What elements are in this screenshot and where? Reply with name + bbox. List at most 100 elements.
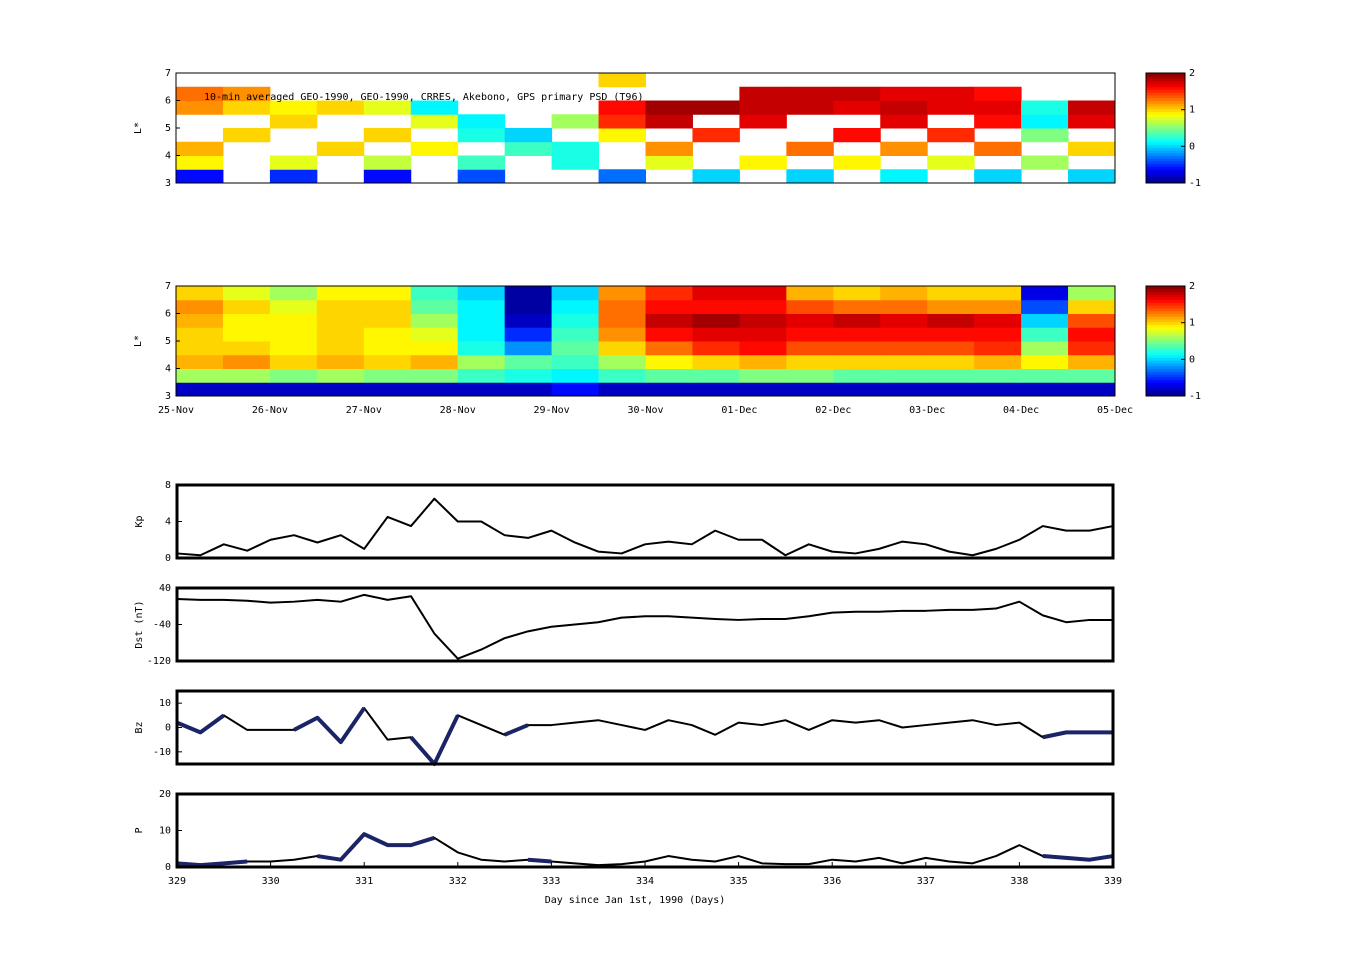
cell <box>974 141 1022 156</box>
cell <box>457 327 506 342</box>
cell <box>974 286 1022 301</box>
cell <box>316 354 365 369</box>
y-tick-label: 6 <box>165 309 171 320</box>
y-tick-label: 10 <box>159 826 171 837</box>
x-tick-label: 27-Nov <box>346 405 382 416</box>
cell <box>176 382 224 397</box>
x-tick-label: 28-Nov <box>440 405 476 416</box>
series-line <box>1042 730 1113 740</box>
cell <box>1021 100 1069 115</box>
x-tick-label: 337 <box>917 876 935 887</box>
cell <box>880 313 928 328</box>
cell <box>692 299 740 314</box>
x-tick-label: 335 <box>730 876 748 887</box>
cell <box>833 86 881 101</box>
cell <box>269 313 318 328</box>
cell <box>222 341 271 356</box>
cell <box>880 368 928 383</box>
colorbar-step <box>1146 163 1185 167</box>
colorbar-step <box>1146 371 1185 375</box>
cell <box>692 128 740 143</box>
cell <box>176 286 224 301</box>
cell <box>974 313 1022 328</box>
cell <box>410 368 459 383</box>
cell <box>927 286 975 301</box>
cell <box>645 155 693 170</box>
cell <box>457 313 506 328</box>
y-tick-label: 40 <box>159 583 171 594</box>
cell <box>833 368 881 383</box>
colorbar-step <box>1146 341 1185 345</box>
y-tick-label: 7 <box>165 68 171 79</box>
cell <box>457 354 506 369</box>
series-line <box>293 706 366 745</box>
cell <box>504 327 553 342</box>
cell <box>739 341 787 356</box>
y-tick-label: 3 <box>165 391 171 402</box>
cell <box>1068 286 1116 301</box>
cell <box>1068 368 1116 383</box>
colorbar-step <box>1146 97 1185 101</box>
cell <box>504 382 553 397</box>
cell <box>927 341 975 356</box>
colorbar-step <box>1146 321 1185 325</box>
colorbar-tick-label: 2 <box>1189 68 1195 79</box>
cell <box>833 299 881 314</box>
colorbar-step <box>1146 84 1185 88</box>
colorbar-step <box>1146 150 1185 154</box>
cell <box>269 286 318 301</box>
cell <box>457 368 506 383</box>
cell <box>457 169 506 184</box>
cell <box>176 327 224 342</box>
cell <box>222 86 271 101</box>
cell <box>833 155 881 170</box>
series-line <box>1042 854 1114 862</box>
colorbar-step <box>1146 324 1185 328</box>
cell <box>176 313 224 328</box>
cell <box>176 354 224 369</box>
cell <box>833 286 881 301</box>
x-tick-label: 05-Dec <box>1097 405 1133 416</box>
cell <box>786 86 834 101</box>
colorbar-step <box>1146 332 1185 336</box>
series-line <box>317 832 435 862</box>
series-line <box>409 714 460 766</box>
cell <box>692 100 740 115</box>
cell <box>410 114 459 129</box>
cell <box>176 169 224 184</box>
cell <box>974 100 1022 115</box>
cell <box>551 299 600 314</box>
cell <box>551 155 600 170</box>
cell <box>739 327 787 342</box>
cell <box>739 368 787 383</box>
cell <box>833 382 881 397</box>
colorbar-frame <box>1145 72 1186 184</box>
cell <box>927 354 975 369</box>
cell <box>1068 341 1116 356</box>
cell <box>739 114 787 129</box>
cell <box>645 141 693 156</box>
colorbar-step <box>1146 357 1185 361</box>
colorbar-step <box>1146 365 1185 369</box>
cell <box>269 382 318 397</box>
y-tick-label: 4 <box>165 151 171 162</box>
cell <box>504 368 553 383</box>
colorbar-step <box>1146 354 1185 358</box>
colorbar-step <box>1146 387 1185 391</box>
cell <box>363 286 412 301</box>
cell <box>645 382 693 397</box>
cell <box>410 354 459 369</box>
x-axis-label: Day since Jan 1st, 1990 (Days) <box>545 895 726 906</box>
colorbar-step <box>1146 294 1185 298</box>
colorbar-tick-label: -1 <box>1189 178 1201 189</box>
cell <box>222 368 271 383</box>
cell <box>598 341 646 356</box>
cell <box>739 382 787 397</box>
colorbar-step <box>1146 286 1185 290</box>
cell <box>927 100 975 115</box>
cell <box>504 299 553 314</box>
cell <box>363 155 412 170</box>
cell <box>551 141 600 156</box>
cell <box>269 368 318 383</box>
cell <box>363 100 412 115</box>
